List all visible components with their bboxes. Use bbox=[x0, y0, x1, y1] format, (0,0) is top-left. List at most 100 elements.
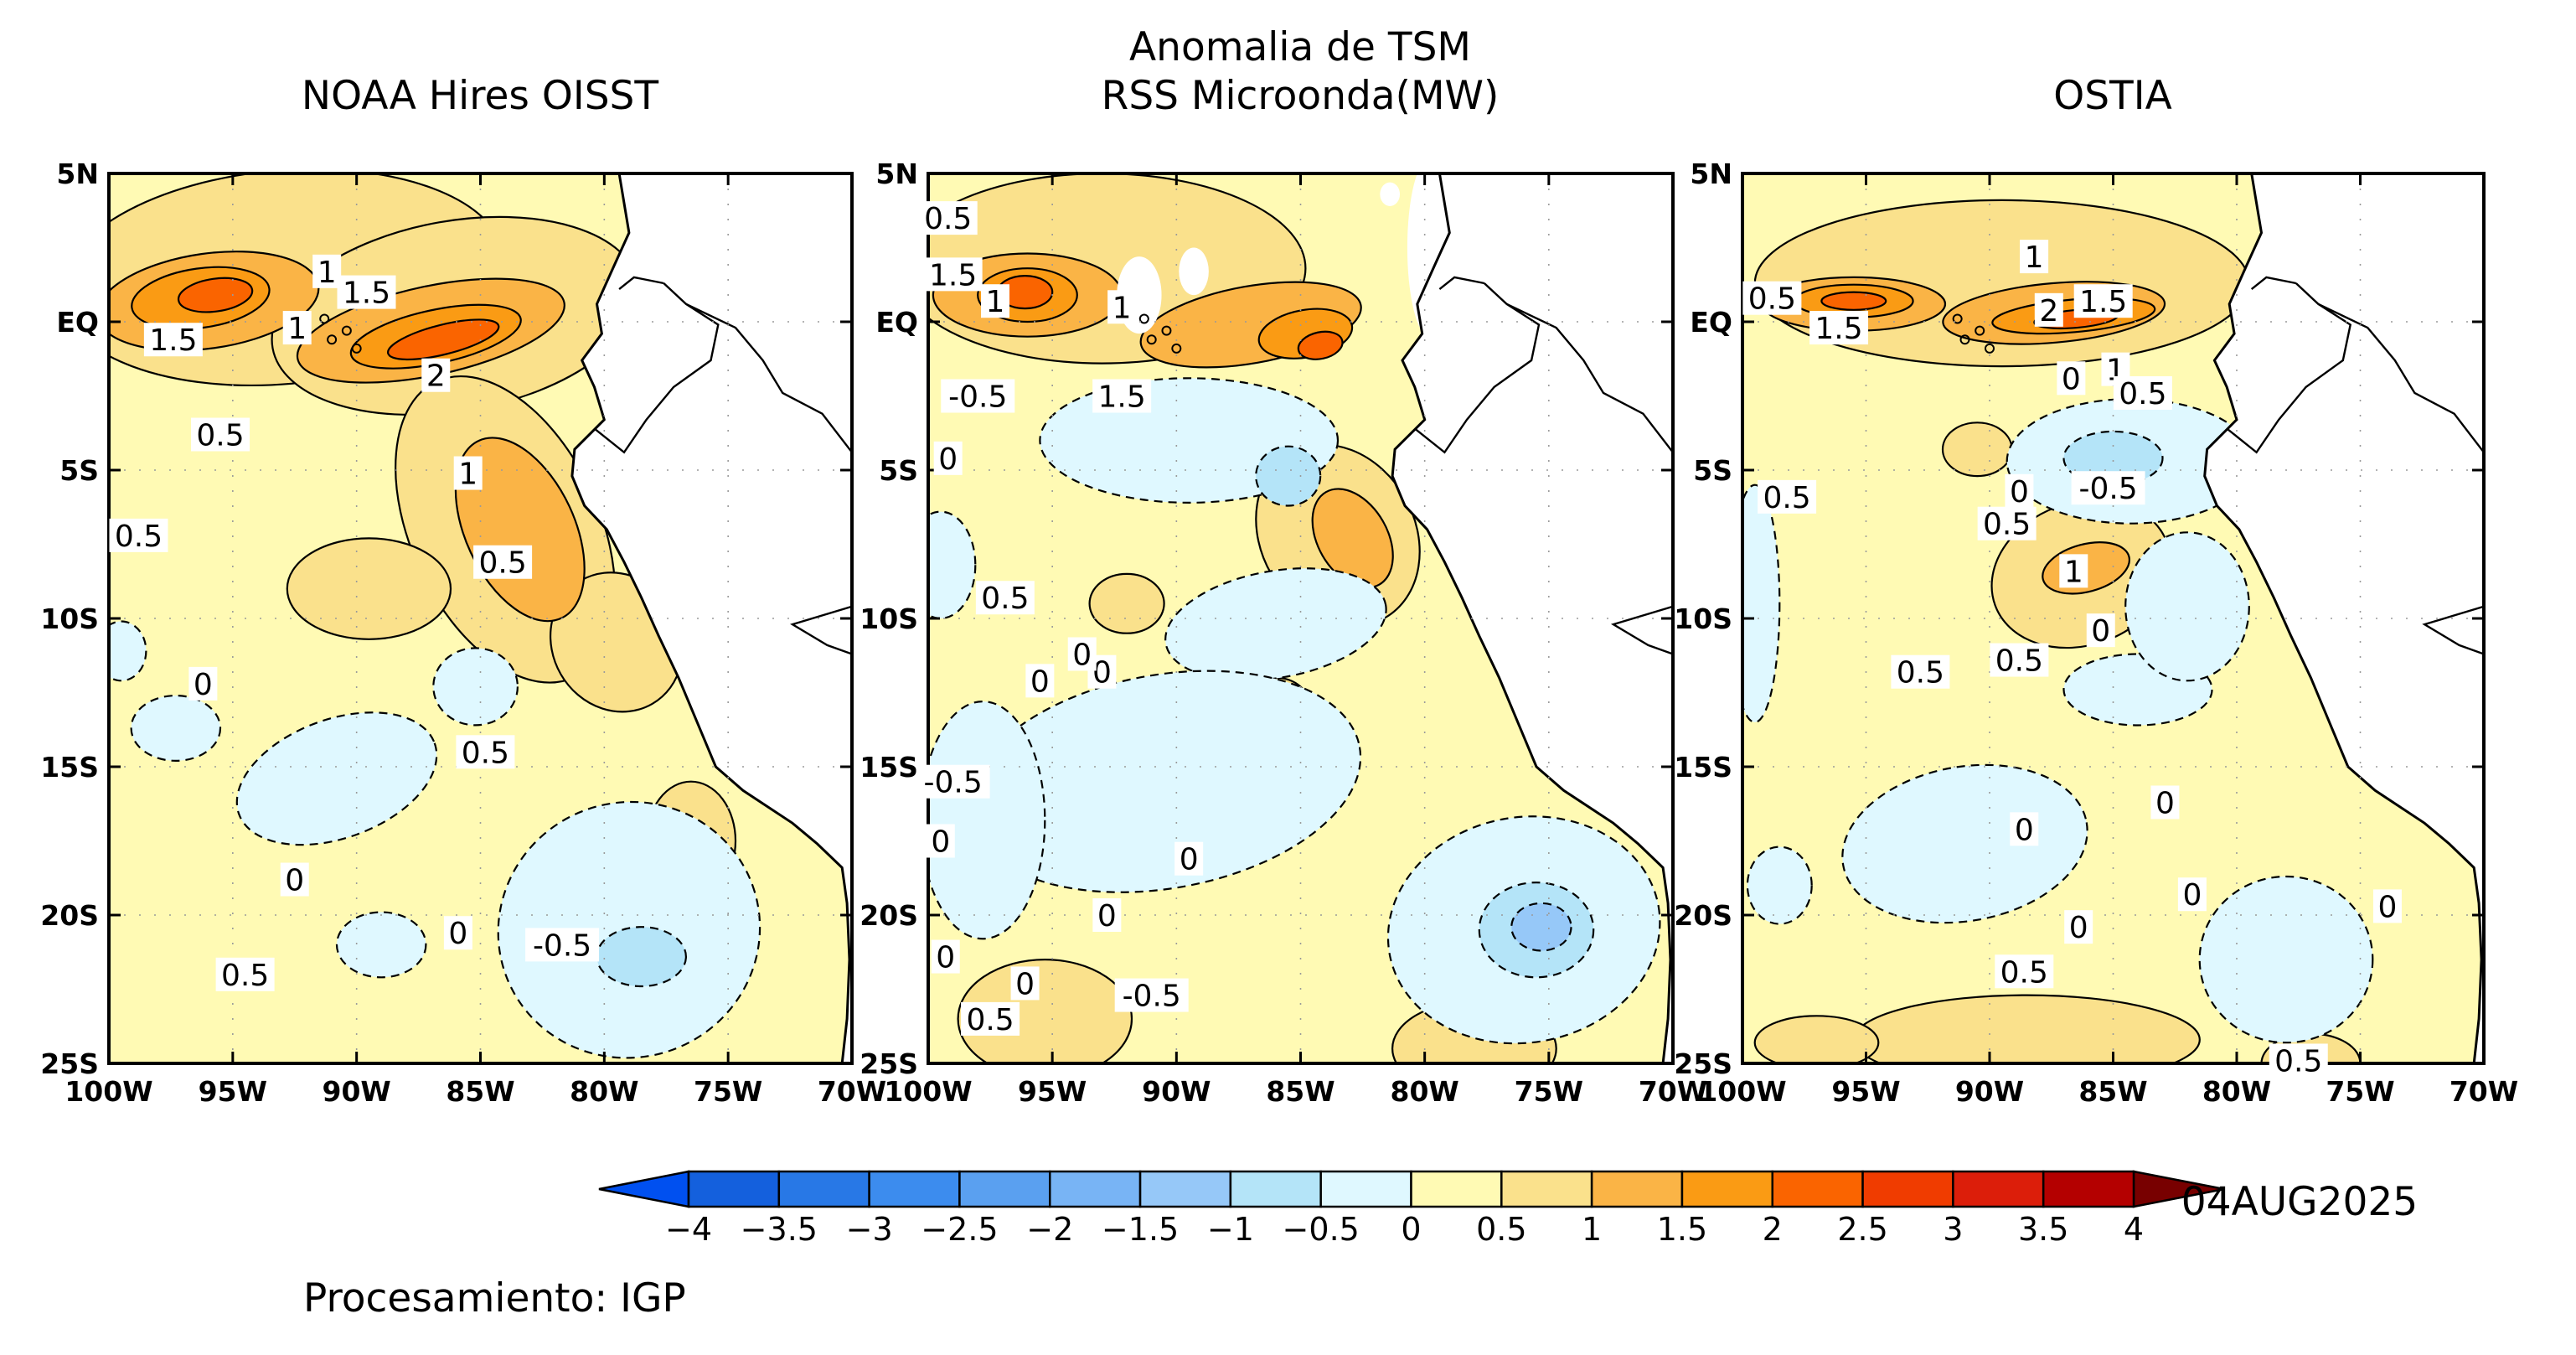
contour-label: -0.5 bbox=[2078, 472, 2137, 506]
contour-label: 0.5 bbox=[924, 202, 972, 236]
contour-label: 1 bbox=[458, 458, 478, 492]
contour-label: 0 bbox=[931, 825, 950, 860]
warm-anomaly-region bbox=[1941, 421, 2013, 478]
contour-label: 0.5 bbox=[2274, 1044, 2322, 1078]
cool-anomaly-region bbox=[1746, 846, 1813, 925]
contour-label-bg bbox=[1758, 479, 1817, 514]
colorbar-label: −1.5 bbox=[1102, 1211, 1179, 1248]
contour-label-bg bbox=[188, 666, 218, 701]
lon-tick-label: 95W bbox=[199, 1075, 267, 1108]
colorbar-label: 3 bbox=[1943, 1211, 1963, 1248]
warm-anomaly-region bbox=[1852, 994, 2201, 1063]
contour-label-bg bbox=[143, 323, 203, 357]
lon-tick-label: 75W bbox=[1515, 1075, 1583, 1108]
contour-label: 0.5 bbox=[2119, 377, 2166, 411]
cool-anomaly-region bbox=[928, 701, 1046, 940]
contour-label-bg bbox=[337, 275, 396, 309]
country-border bbox=[1610, 605, 1673, 655]
contour-label: 0.5 bbox=[966, 1003, 1014, 1037]
contour-label: 0.5 bbox=[462, 736, 509, 770]
colorbar-label: 2 bbox=[1763, 1211, 1783, 1248]
contour-label: -0.5 bbox=[924, 766, 983, 800]
contour-label: 1 bbox=[2064, 555, 2083, 589]
contour-label: 0 bbox=[2069, 911, 2088, 945]
contour-label-bg bbox=[473, 545, 533, 579]
colorbar-segment bbox=[1500, 1170, 1593, 1208]
cool-anomaly-region bbox=[928, 510, 977, 620]
colorbar-segment bbox=[1952, 1170, 2045, 1208]
figure-title-line-2: RSS Microonda(MW) bbox=[1102, 73, 1500, 119]
figure-title-line-1: Anomalia de TSM bbox=[1129, 24, 1471, 70]
land-mask bbox=[571, 173, 852, 1063]
lon-tick-label: 80W bbox=[570, 1075, 638, 1108]
coastline bbox=[1391, 173, 1672, 1063]
contour-label-bg bbox=[1995, 954, 2054, 989]
colorbar-label: −4 bbox=[665, 1211, 712, 1248]
contour-label-bg bbox=[1010, 966, 1040, 1001]
contour-label-bg bbox=[918, 201, 978, 235]
lon-tick-label: 100W bbox=[1698, 1075, 1786, 1108]
contour-label-bg bbox=[1809, 311, 1869, 345]
colorbar-label: −0.5 bbox=[1283, 1211, 1360, 1248]
warm-anomaly-region bbox=[1297, 330, 1344, 360]
country-border bbox=[618, 276, 664, 291]
contour-label: 1 bbox=[1112, 291, 1132, 325]
contour-label-bg bbox=[1977, 506, 2037, 540]
lat-tick-label: 5N bbox=[875, 158, 918, 190]
contour-label: 0 bbox=[2062, 362, 2081, 396]
colorbar: −4 −3.5 −3 −2.5 −2 −1.5 −1 −0.5 0 0.5 1 1.5 2 2.5 3 3.5… bbox=[598, 1170, 2225, 1248]
colorbar-label: 3.5 bbox=[2018, 1211, 2068, 1248]
contour-label: -0.5 bbox=[948, 380, 1007, 415]
panel-noaa-oisst bbox=[109, 173, 852, 1063]
cool-anomaly-region bbox=[1255, 445, 1322, 507]
contour-label-bg bbox=[2150, 785, 2180, 820]
cool-anomaly-region bbox=[1742, 484, 1781, 723]
contour-label: 0.5 bbox=[221, 959, 269, 993]
contour-label: 0 bbox=[285, 864, 304, 898]
island-outline bbox=[1952, 313, 1963, 324]
contour-label-bg bbox=[2057, 361, 2086, 396]
contour-label: 0 bbox=[448, 917, 467, 951]
lat-tick-label: 25S bbox=[1674, 1047, 1732, 1080]
contour-label-bg bbox=[931, 939, 960, 974]
contour-label-bg bbox=[961, 1001, 1020, 1036]
contour-label-bg bbox=[2059, 554, 2088, 588]
lon-tick-label: 90W bbox=[1955, 1075, 2024, 1108]
country-border bbox=[1438, 276, 1485, 291]
contour-label-bg bbox=[280, 862, 309, 897]
map-axes: 100W 95W 90W 85W 80W 75W 70W5NEQ5S10S15S20S25S… bbox=[40, 158, 2518, 1108]
lon-tick-label: 80W bbox=[1391, 1075, 1459, 1108]
lat-tick-label: 20S bbox=[40, 899, 99, 932]
warm-anomaly-region bbox=[386, 318, 500, 361]
contour-label-bg bbox=[2113, 375, 2172, 410]
contour-label-bg bbox=[926, 824, 955, 858]
contour-label-bg bbox=[1114, 978, 1189, 1012]
cool-anomaly-region bbox=[432, 647, 519, 727]
contour-label-bg bbox=[2372, 889, 2402, 923]
contour-label: 0 bbox=[1072, 638, 1092, 672]
cool-anomaly-region bbox=[109, 620, 147, 682]
lat-tick-label: EQ bbox=[1690, 306, 1732, 339]
colorbar-segment bbox=[1049, 1170, 1142, 1208]
lat-tick-label: 5S bbox=[59, 454, 99, 487]
warm-anomaly-region bbox=[1088, 572, 1165, 634]
contour-label: 0.5 bbox=[2000, 955, 2048, 990]
contour-label: 0 bbox=[1092, 656, 1112, 690]
warm-anomaly-region bbox=[957, 959, 1133, 1063]
lon-tick-label: 85W bbox=[1266, 1075, 1334, 1108]
contour-label-bg bbox=[941, 379, 1015, 413]
contour-label: 1 bbox=[2025, 240, 2044, 275]
contour-label-bg bbox=[456, 735, 515, 769]
contour-label: 1.5 bbox=[1815, 312, 1862, 346]
lon-tick-label: 95W bbox=[1018, 1075, 1087, 1108]
lat-tick-label: 10S bbox=[1674, 603, 1732, 635]
colorbar-segment bbox=[777, 1170, 870, 1208]
lon-tick-label: 100W bbox=[884, 1075, 972, 1108]
contour-label: 0 bbox=[938, 442, 958, 477]
contour-label-bg bbox=[1891, 654, 1950, 689]
contour-label: 0.5 bbox=[1995, 644, 2043, 679]
contour-label-bg bbox=[1107, 290, 1137, 324]
contour-label-bg bbox=[916, 764, 990, 799]
colorbar-segment bbox=[2042, 1170, 2135, 1208]
contour-label-bg bbox=[2020, 240, 2049, 274]
